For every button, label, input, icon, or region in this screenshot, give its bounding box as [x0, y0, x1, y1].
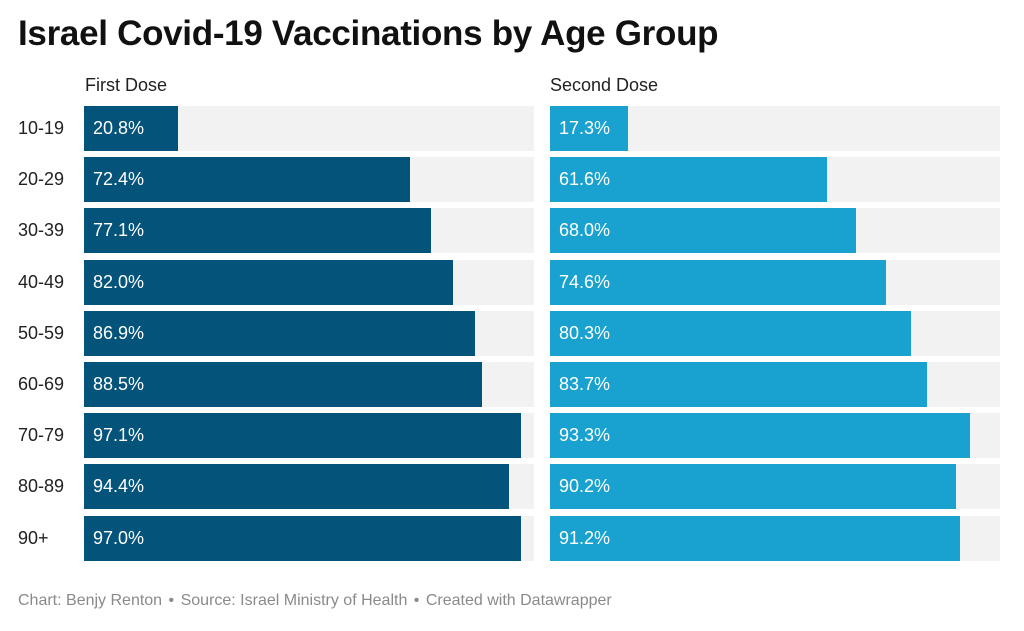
bar-first-dose[interactable]: 20.8% [84, 106, 178, 151]
data-label: 83.7% [559, 374, 611, 394]
data-label: 93.3% [559, 425, 611, 446]
footer-separator: • [168, 592, 175, 609]
chart-title: Israel Covid-19 Vaccinations by Age Grou… [18, 14, 719, 53]
bar-track: 82.0% [84, 259, 534, 305]
created-with-link[interactable]: Created with Datawrapper [425, 592, 612, 609]
bar-second-dose[interactable]: 90.2% [550, 464, 956, 510]
chart-source[interactable]: Source: Israel Ministry of Health [180, 592, 408, 609]
bar-track: 83.7% [550, 362, 1000, 407]
footer-separator: • [413, 592, 420, 609]
data-label: 72.4% [93, 169, 145, 190]
bar-track: 97.0% [84, 515, 534, 561]
data-label: 97.1% [93, 425, 145, 446]
bar-second-dose[interactable]: 91.2% [550, 515, 961, 561]
bar-track: 88.5% [84, 362, 534, 407]
bar-first-dose[interactable]: 88.5% [84, 362, 483, 407]
category-label: 10-19 [18, 118, 65, 138]
bar-second-dose[interactable]: 17.3% [550, 106, 628, 151]
bar-track: 72.4% [84, 157, 534, 203]
category-label: 60-69 [18, 374, 65, 394]
bar-first-dose[interactable]: 97.1% [84, 413, 521, 459]
category-label: 20-29 [18, 169, 65, 190]
bar-second-dose[interactable]: 93.3% [550, 413, 970, 459]
category-label: 70-79 [18, 425, 65, 446]
bar-track: 74.6% [550, 259, 1000, 305]
category-label: 80-89 [18, 476, 65, 497]
bar-first-dose[interactable]: 94.4% [84, 464, 509, 510]
data-label: 86.9% [93, 322, 145, 343]
bar-track: 61.6% [550, 157, 1000, 203]
panel-title-second-dose: Second Dose [550, 75, 659, 95]
bar-track: 20.8% [84, 106, 534, 151]
data-label: 61.6% [559, 169, 611, 190]
data-label: 97.0% [93, 527, 145, 548]
bar-second-dose[interactable]: 74.6% [550, 259, 886, 305]
data-label: 80.3% [559, 322, 611, 343]
data-label: 91.2% [559, 527, 611, 548]
data-label: 82.0% [93, 271, 145, 292]
bar-second-dose[interactable]: 80.3% [550, 310, 912, 356]
bar-track: 77.1% [84, 208, 534, 254]
data-label: 88.5% [93, 374, 145, 394]
panel-title-first-dose: First Dose [85, 75, 168, 95]
category-label: 90+ [18, 527, 49, 548]
bar-first-dose[interactable]: 77.1% [84, 208, 431, 254]
data-label: 77.1% [93, 220, 145, 241]
bar-track: 68.0% [550, 208, 1000, 254]
bar-track: 86.9% [84, 310, 534, 356]
bar-second-dose[interactable]: 61.6% [550, 157, 828, 203]
bar-first-dose[interactable]: 86.9% [84, 310, 476, 356]
bar-track: 80.3% [550, 310, 1000, 356]
category-label: 40-49 [18, 271, 65, 292]
bar-first-dose[interactable]: 72.4% [84, 157, 410, 203]
bar-track: 17.3% [550, 106, 1000, 151]
bar-second-dose[interactable]: 68.0% [550, 208, 856, 254]
data-label: 20.8% [93, 118, 145, 138]
chart-credit: Chart: Benjy Renton [18, 592, 163, 609]
chart-footer: Chart: Benjy Renton • Source: Israel Min… [18, 592, 612, 610]
data-label: 17.3% [559, 118, 611, 138]
bar-track: 94.4% [84, 464, 534, 510]
category-label: 30-39 [18, 220, 65, 241]
category-label: 50-59 [18, 322, 65, 343]
bar-first-dose[interactable]: 97.0% [84, 515, 521, 561]
bar-second-dose[interactable]: 83.7% [550, 362, 927, 407]
bar-track: 90.2% [550, 464, 1000, 510]
data-label: 94.4% [93, 476, 145, 497]
bar-track: 91.2% [550, 515, 1000, 561]
data-label: 74.6% [559, 271, 611, 292]
data-label: 90.2% [559, 476, 611, 497]
bar-track: 97.1% [84, 413, 534, 459]
bar-first-dose[interactable]: 82.0% [84, 259, 453, 305]
data-label: 68.0% [559, 220, 611, 241]
bar-track: 93.3% [550, 413, 1000, 459]
